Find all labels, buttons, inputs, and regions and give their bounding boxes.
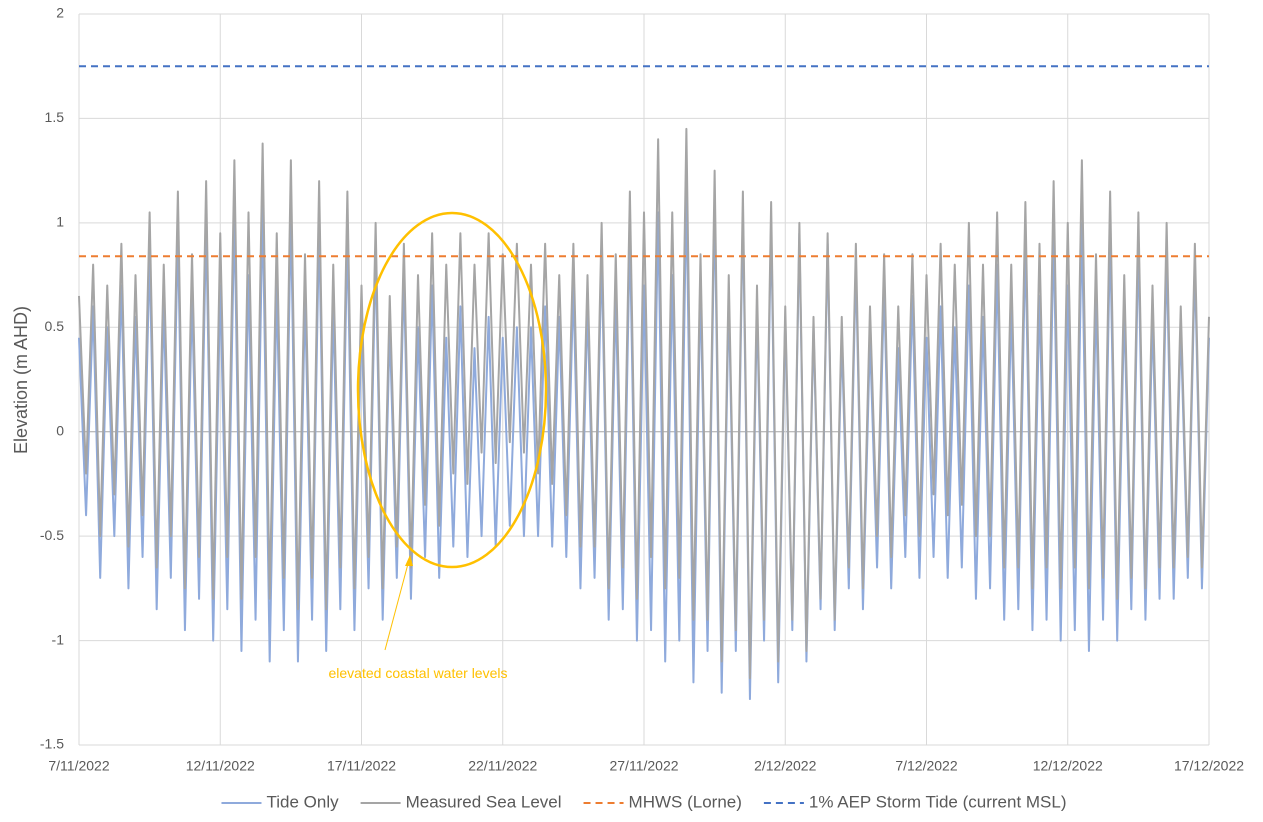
x-tick-label: 22/11/2022	[468, 758, 537, 774]
y-tick-label: -1.5	[40, 736, 64, 752]
legend-label: 1% AEP Storm Tide (current MSL)	[809, 792, 1067, 811]
y-tick-label: 1.5	[45, 109, 65, 125]
y-axis-title: Elevation (m AHD)	[11, 306, 31, 454]
annotation-arrow	[384, 559, 410, 651]
y-tick-label: 0.5	[45, 318, 65, 334]
y-tick-label: 2	[56, 5, 64, 21]
y-tick-label: -1	[52, 631, 65, 647]
x-tick-label: 12/11/2022	[186, 758, 255, 774]
x-tick-label: 12/12/2022	[1033, 758, 1103, 774]
y-tick-label: 0	[56, 422, 64, 438]
legend-label: MHWS (Lorne)	[629, 792, 742, 811]
annotation: elevated coastal water levels	[328, 665, 508, 681]
annotation-ellipse	[356, 211, 548, 569]
data-line	[78, 127, 1210, 680]
x-tick-label: 7/12/2022	[895, 758, 957, 774]
annotation-arrowhead	[405, 555, 413, 566]
legend: Tide Only Measured Sea Level MHWS (Lorne) 1…	[221, 792, 1067, 811]
y-tick-label: -0.5	[40, 527, 64, 543]
x-tick-label: 27/11/2022	[609, 758, 678, 774]
legend-label: Tide Only	[266, 792, 339, 811]
x-tick-label: 17/11/2022	[327, 758, 396, 774]
x-tick-label: 17/12/2022	[1174, 758, 1244, 774]
x-tick-label: 7/11/2022	[48, 758, 109, 774]
x-tick-label: 2/12/2022	[754, 758, 816, 774]
y-tick-label: 1	[56, 214, 64, 230]
legend-label: Measured Sea Level	[406, 792, 562, 811]
